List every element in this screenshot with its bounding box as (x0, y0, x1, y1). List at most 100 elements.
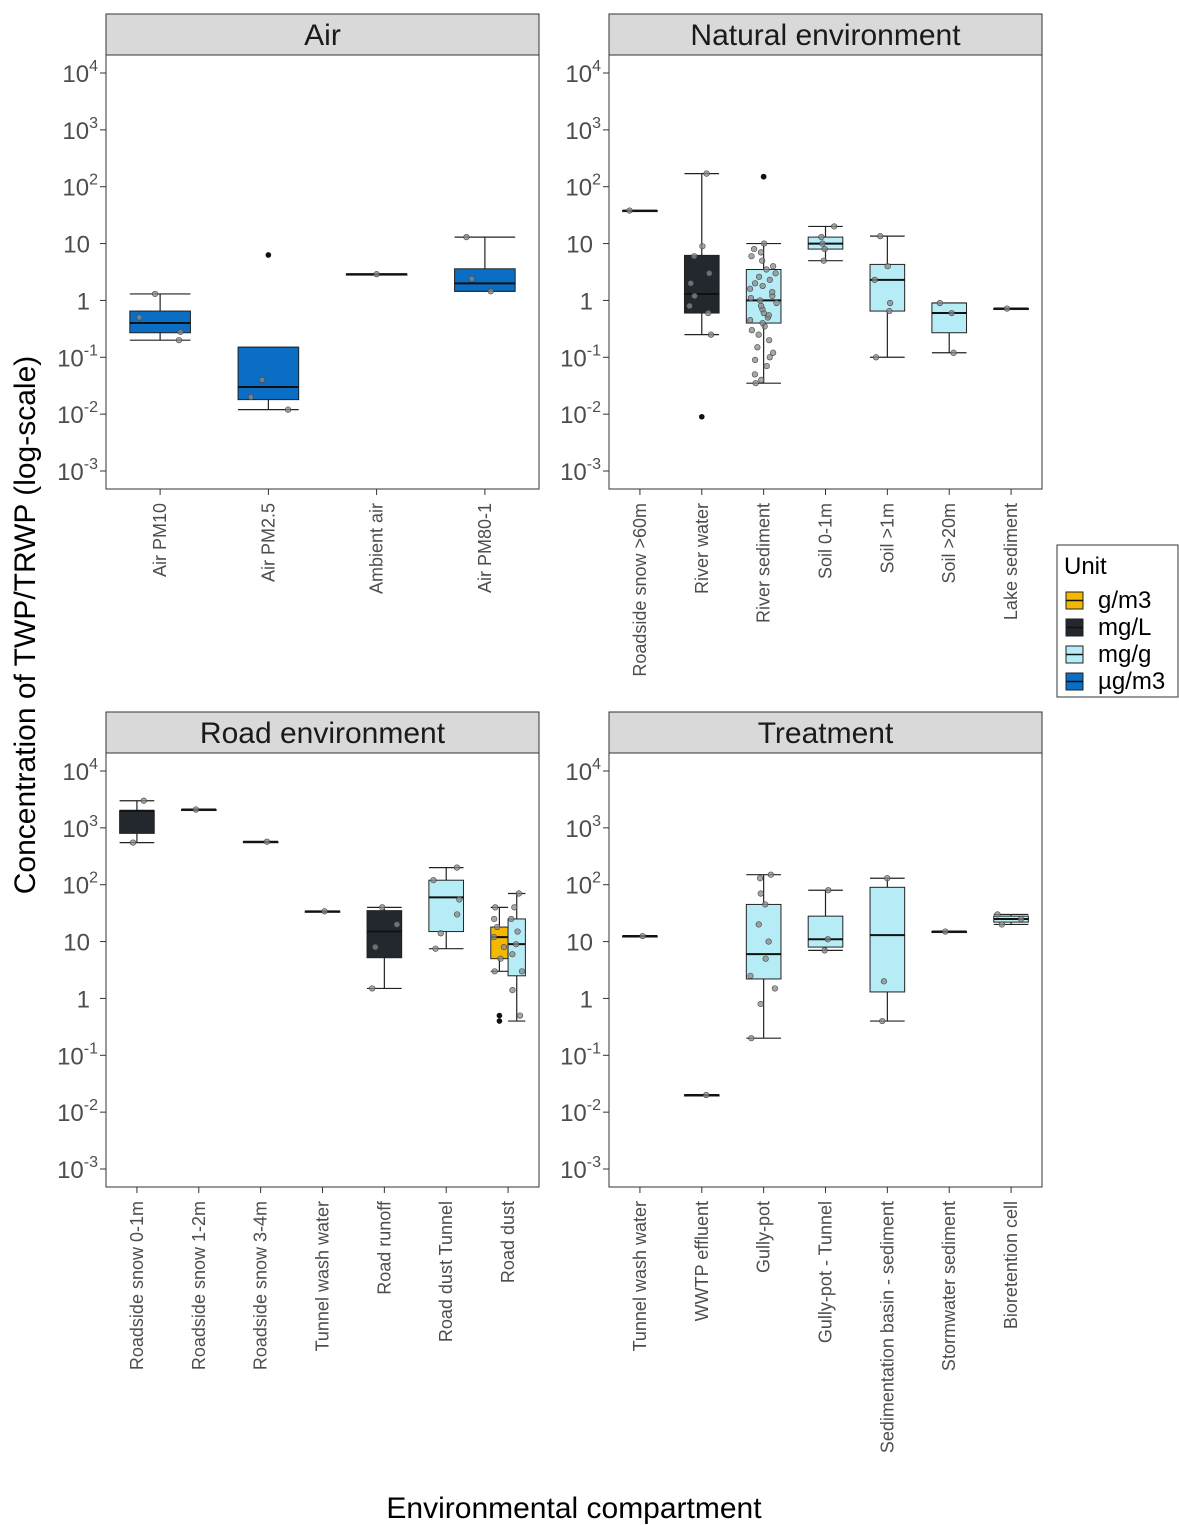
data-point (948, 309, 955, 317)
data-point (691, 253, 698, 260)
box-stormwater-sediment (931, 928, 968, 935)
data-point (755, 921, 762, 928)
x-category-label: Roadside snow 1-2m (189, 1201, 209, 1370)
data-point (369, 985, 376, 992)
data-point (639, 932, 646, 940)
data-point (821, 947, 828, 954)
y-tick-label: 103 (62, 115, 98, 145)
data-point (746, 285, 754, 292)
y-tick-label: 104 (565, 756, 601, 786)
x-category-label: Bioretention cell (1001, 1201, 1021, 1329)
box-iqr (428, 879, 465, 933)
legend-title: Unit (1064, 553, 1107, 580)
box-river-sediment (745, 173, 782, 387)
data-point (379, 904, 386, 911)
data-point (705, 309, 712, 317)
panel-air: Air 10-3 10-2 10-1 1 10 102 103 104 Air PM10 Air P… (57, 13, 540, 594)
y-tick-label: 102 (62, 172, 98, 202)
data-point (699, 243, 706, 250)
panel-frame (608, 54, 1043, 490)
legend-item-0: g/m3 (1065, 587, 1151, 614)
data-point (770, 263, 777, 270)
data-point (516, 1012, 524, 1019)
outlier-point (698, 413, 705, 420)
data-point (769, 289, 776, 296)
data-point (766, 276, 773, 283)
box-bioretention-cell (993, 911, 1029, 928)
data-point (492, 904, 499, 911)
data-point (707, 331, 715, 338)
data-point (487, 288, 494, 295)
box-iqr (745, 903, 782, 980)
legend-label: µg/m3 (1098, 668, 1165, 695)
data-point (706, 270, 713, 277)
box-road-runoff (366, 904, 403, 992)
data-point (453, 864, 461, 871)
data-point (818, 233, 825, 241)
box-sedimentation-basin-sediment (869, 875, 906, 1025)
data-point (765, 938, 772, 945)
data-point (871, 276, 878, 283)
data-point (247, 393, 254, 401)
box-air-pm10 (129, 290, 191, 344)
data-point (513, 941, 520, 948)
x-category-label: Sedimentation basin - sediment (877, 1201, 897, 1453)
data-point (748, 327, 755, 334)
data-point (456, 896, 463, 903)
data-point (511, 904, 518, 911)
data-point (757, 890, 764, 897)
data-point (509, 987, 516, 994)
data-point (430, 877, 437, 884)
x-axis-title: Environmental compartment (386, 1492, 762, 1525)
box-river-water (683, 170, 720, 420)
x-category-label: Air PM10 (150, 503, 170, 577)
box-iqr (129, 310, 191, 334)
data-point (372, 943, 379, 951)
y-tick-label: 10-2 (560, 1097, 601, 1127)
data-point (758, 376, 765, 384)
y-tick-label: 10-3 (560, 456, 601, 486)
data-point (453, 911, 461, 918)
box-air-pm2-5 (237, 252, 300, 413)
data-point (757, 249, 765, 256)
y-tick-label: 103 (62, 813, 98, 843)
box-iqr (237, 346, 300, 401)
data-point (263, 838, 270, 845)
panel-title: Air (304, 19, 341, 52)
data-point (759, 319, 766, 327)
data-point (1017, 915, 1025, 923)
x-category-label: Roadside snow 0-1m (127, 1201, 147, 1370)
y-tick-label: 102 (565, 870, 601, 900)
y-tick-label: 10 (63, 232, 90, 259)
box-roadside-snow-3-4m (242, 838, 279, 845)
legend-label: mg/g (1098, 641, 1151, 668)
data-point (140, 797, 147, 804)
panel-title: Road environment (200, 717, 446, 750)
data-point (491, 915, 498, 923)
y-tick-label: 102 (62, 870, 98, 900)
box-iqr (869, 886, 906, 993)
data-point (490, 933, 497, 941)
data-point (772, 270, 779, 277)
box-air-pm80-1 (454, 233, 516, 295)
data-point (998, 921, 1005, 928)
data-point (491, 968, 498, 975)
panels-layer: Air 10-3 10-2 10-1 1 10 102 103 104 Air PM10 Air P… (57, 13, 1043, 1453)
legend-label: g/m3 (1098, 587, 1151, 614)
legend-item-2: mg/g (1065, 641, 1151, 668)
data-point (751, 280, 759, 287)
data-point (192, 806, 199, 813)
y-tick-label: 10 (63, 930, 90, 957)
data-point (129, 839, 137, 846)
data-point (463, 233, 470, 241)
x-category-label: Gully-pot (754, 1201, 774, 1273)
x-category-label: Tunnel wash water (630, 1201, 650, 1351)
y-tick-label: 104 (62, 58, 98, 88)
x-category-label: WWTP effluent (692, 1201, 712, 1321)
y-tick-label: 10 (566, 930, 593, 957)
data-point (494, 923, 501, 931)
box-roadside-snow-0-1m (119, 797, 155, 846)
y-tick-label: 103 (565, 813, 601, 843)
